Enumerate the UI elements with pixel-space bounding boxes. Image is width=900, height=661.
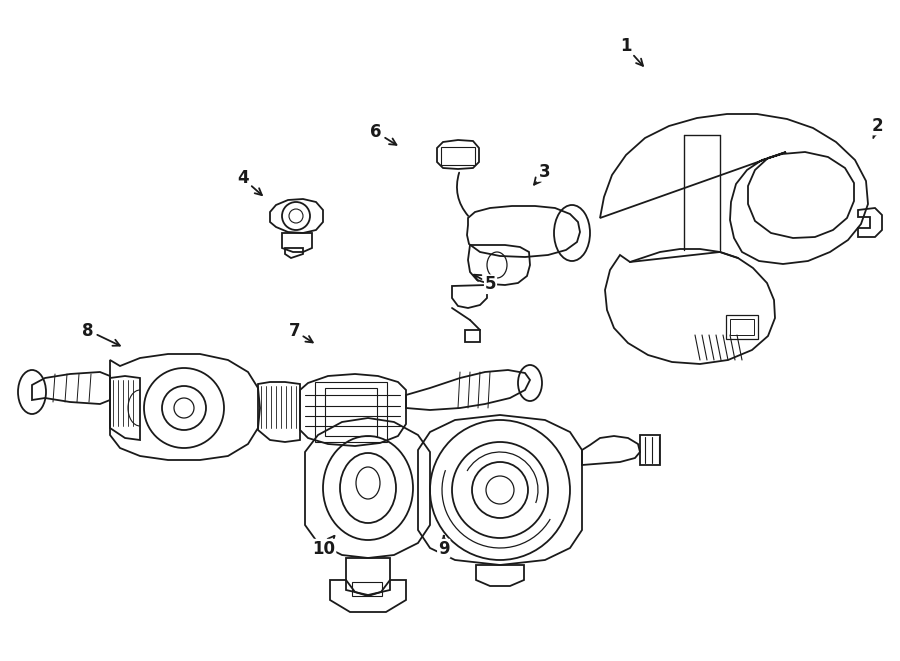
Text: 5: 5 [474, 275, 496, 293]
Bar [441, 147, 475, 165]
Bar [325, 388, 377, 436]
Text: 2: 2 [872, 116, 883, 138]
Text: 1: 1 [620, 37, 643, 66]
Text: 7: 7 [289, 321, 313, 342]
Bar [352, 582, 382, 596]
Text: 9: 9 [438, 536, 449, 558]
Text: 10: 10 [312, 535, 336, 558]
Text: 3: 3 [534, 163, 550, 184]
Bar [730, 319, 754, 335]
Text: 4: 4 [238, 169, 262, 195]
Bar [726, 315, 758, 339]
Text: 6: 6 [371, 123, 396, 145]
Text: 8: 8 [83, 321, 120, 346]
Bar [315, 382, 387, 442]
